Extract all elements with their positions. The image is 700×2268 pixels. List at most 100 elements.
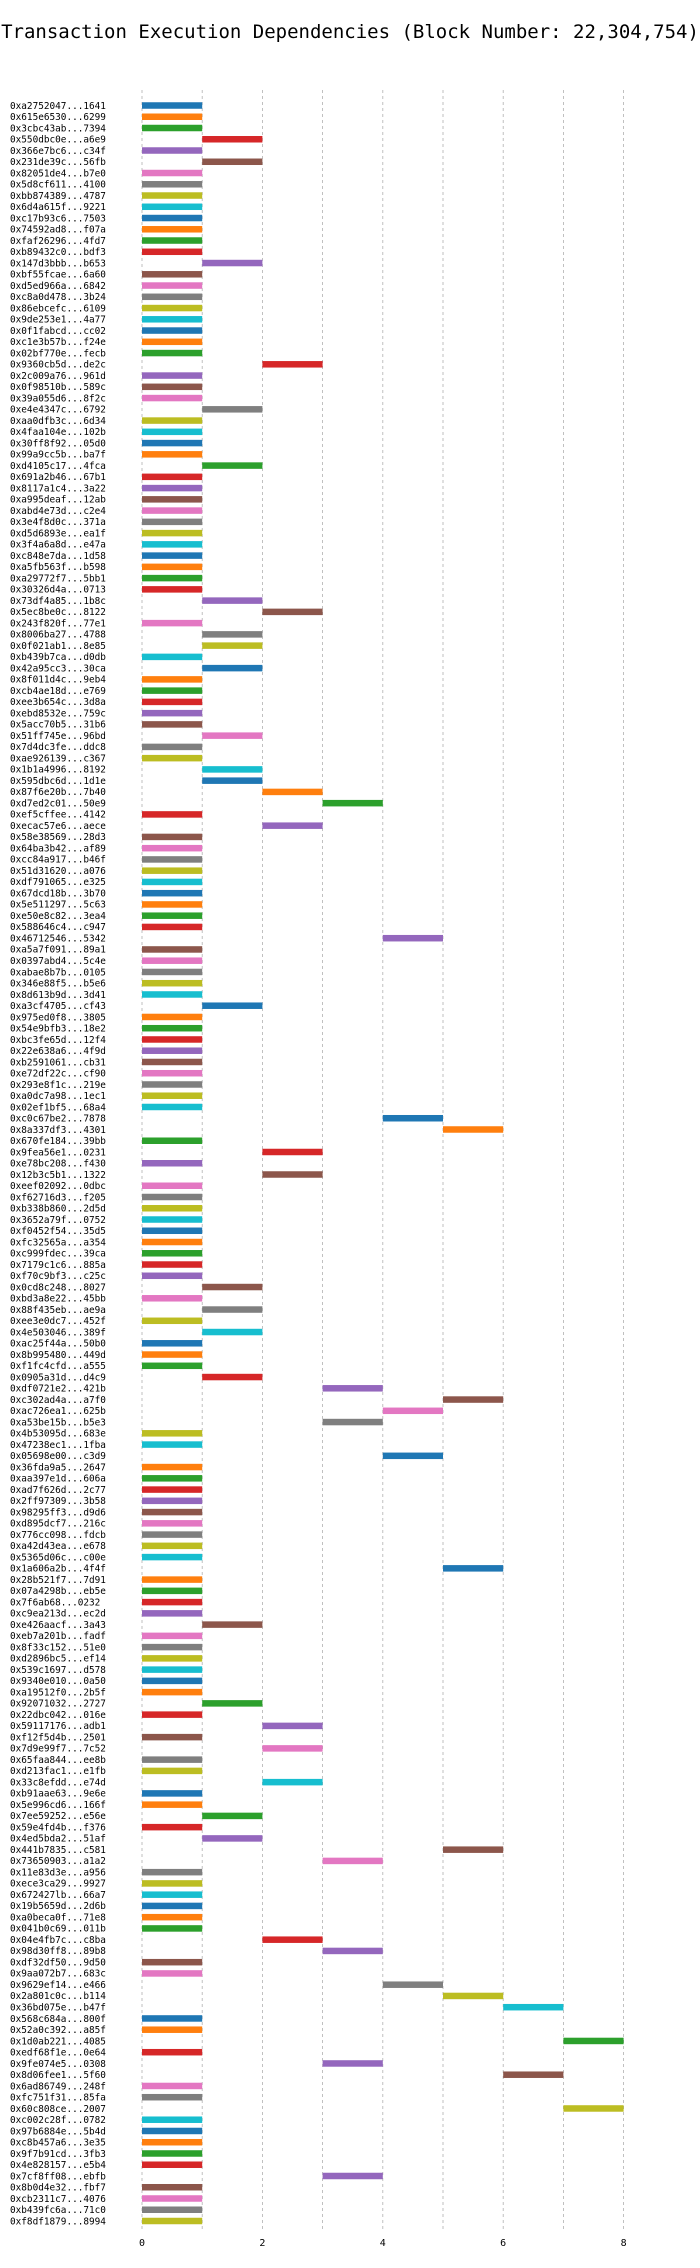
dependency-bar [142, 1250, 203, 1257]
dependency-bar [382, 934, 443, 942]
row-label: 0xcb4ae18d...e769 [10, 686, 106, 697]
dependency-bar [142, 1205, 203, 1212]
dependency-bar [202, 1283, 263, 1291]
dependency-bar [202, 1700, 263, 1707]
row-label: 0xece3ca29...9927 [10, 1879, 106, 1890]
row-label: 0x293e8f1c...219e [10, 1080, 106, 1091]
dependency-bar [503, 2003, 564, 2011]
row-label: 0x0905a31d...d4c9 [10, 1372, 106, 1383]
row-label: 0xaa397e1d...606a [10, 1474, 106, 1485]
row-label: 0xa3cf4705...cf43 [10, 1001, 106, 1012]
row-label: 0x99a9cc5b...ba7f [10, 450, 106, 461]
row-label: 0x05698e00...c3d9 [10, 1451, 106, 1462]
dependency-bar [142, 889, 203, 897]
row-label: 0x9fe074e5...0308 [10, 2059, 106, 2070]
row-label: 0xc002c28f...0782 [10, 2115, 106, 2126]
dependency-bar [142, 1598, 203, 1606]
dependency-bar [202, 259, 263, 267]
dependency-bar [142, 979, 203, 987]
row-label: 0x568c684a...800f [10, 2014, 106, 2025]
dependency-bar [142, 1295, 203, 1302]
dependency-bar [142, 687, 203, 694]
row-label: 0x7ee59252...e56e [10, 1811, 106, 1822]
dependency-bar [322, 1947, 383, 1955]
row-label: 0xedf68f1e...0e64 [10, 2048, 106, 2059]
x-tick-label: 6 [500, 2238, 506, 2249]
dependency-bar [142, 1666, 203, 1673]
dependency-bar [142, 248, 203, 256]
dependency-bar [142, 1880, 203, 1887]
dependency-bar [382, 1452, 443, 1460]
row-label: 0xecac57e6...aece [10, 821, 106, 832]
row-label: 0xebd8532e...759c [10, 708, 106, 719]
row-label: 0x36fda9a5...2647 [10, 1462, 106, 1473]
row-label: 0xb338b860...2d5d [10, 1204, 106, 1215]
dependency-bar [202, 631, 263, 638]
dependency-bar [202, 406, 263, 413]
dependency-bar [142, 316, 203, 323]
row-label: 0xa2752047...1641 [10, 101, 106, 112]
dependency-bar [142, 946, 203, 953]
row-label: 0xa42d43ea...e678 [10, 1541, 106, 1552]
row-label: 0xa19512f0...2b5f [10, 1687, 106, 1698]
row-label: 0xc1e3b57b...f24e [10, 337, 106, 348]
dependency-bar [202, 1373, 263, 1381]
dependency-bar [202, 1835, 263, 1842]
row-label: 0x0f1fabcd...cc02 [10, 326, 106, 337]
row-label: 0xd5d6893e...ea1f [10, 528, 106, 539]
dependency-bar [142, 1767, 203, 1775]
dependency-bar [142, 676, 203, 683]
row-label: 0xe78bc208...f430 [10, 1159, 106, 1170]
dependency-bar [142, 147, 203, 154]
row-label: 0xbd3a8e22...45bb [10, 1294, 106, 1305]
chart-title: Transaction Execution Dependencies (Bloc… [1, 21, 699, 43]
row-label: 0xbc3fe65d...12f4 [10, 1035, 106, 1046]
dependency-bar [202, 1002, 263, 1009]
row-label: 0xdf791065...e325 [10, 877, 106, 888]
dependency-bar [142, 901, 203, 908]
dependency-bar [142, 518, 203, 526]
dependency-bar [322, 799, 383, 807]
dependency-bar [142, 226, 203, 233]
dependency-bar [563, 2037, 624, 2045]
row-label: 0x30326d4a...0713 [10, 585, 106, 596]
dependency-bar [563, 2105, 624, 2112]
row-label: 0x3cbc43ab...7394 [10, 123, 106, 134]
row-label: 0x65faa844...ee8b [10, 1755, 106, 1766]
x-tick-label: 2 [259, 2238, 265, 2249]
row-label: 0xc848e7da...1d58 [10, 551, 106, 562]
dependency-bar [142, 563, 203, 571]
dependency-bar [262, 788, 323, 796]
dependency-bar [142, 2161, 203, 2168]
dependency-bar [142, 1047, 203, 1054]
row-label: 0xa0dc7a98...1ec1 [10, 1091, 106, 1102]
row-label: 0x51d31620...a076 [10, 866, 106, 877]
row-label: 0x5365d06c...c00e [10, 1552, 106, 1563]
row-label: 0x46712546...5342 [10, 933, 106, 944]
dependency-bar [142, 1688, 203, 1696]
dependency-bar [142, 991, 203, 998]
dependency-bar [202, 664, 263, 672]
dependency-bar [443, 1126, 504, 1133]
dependency-bar [262, 1722, 323, 1730]
dependency-bar [142, 2150, 203, 2157]
dependency-bar [142, 754, 203, 762]
x-tick-label: 0 [139, 2238, 145, 2249]
dependency-bar [142, 293, 203, 301]
row-label: 0x0397abd4...5c4e [10, 956, 106, 967]
dependency-bar [142, 1463, 203, 1471]
row-label: 0xae926139...c367 [10, 753, 106, 764]
row-label: 0xee3e0dc7...452f [10, 1316, 106, 1327]
dependency-bar [142, 192, 203, 199]
row-label: 0xeb7a201b...fadf [10, 1631, 106, 1642]
row-label: 0xbb874389...4787 [10, 191, 106, 202]
row-label: 0xabae8b7b...0105 [10, 967, 106, 978]
row-label: 0x4e503046...389f [10, 1327, 106, 1338]
dependency-bar [142, 1081, 203, 1088]
dependency-bar [142, 2195, 203, 2202]
dependency-bar [142, 417, 203, 424]
row-label: 0x6d4a615f...9221 [10, 202, 106, 213]
row-label: 0x588646c4...c947 [10, 922, 106, 933]
dependency-bar [142, 1970, 203, 1977]
dependency-bar [142, 496, 203, 503]
